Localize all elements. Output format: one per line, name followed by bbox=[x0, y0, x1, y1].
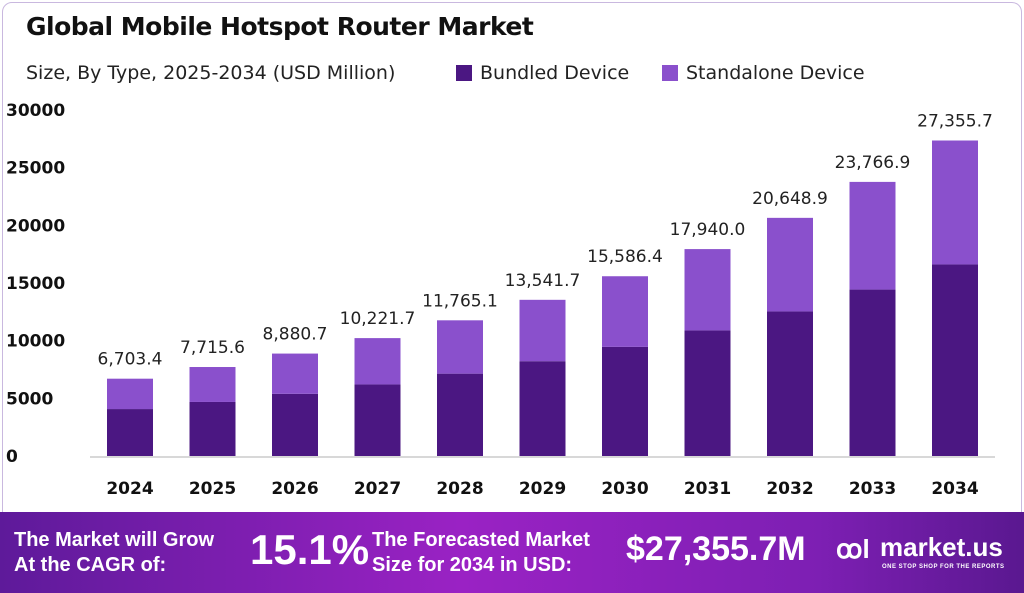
legend-swatch-standalone bbox=[662, 65, 678, 81]
market-us-logo-icon: ꝏl bbox=[836, 534, 870, 564]
forecast-label-line1: The Forecasted Market bbox=[372, 529, 590, 551]
forecast-label: The Forecasted Market Size for 2034 in US… bbox=[372, 528, 590, 578]
bar-bundled bbox=[189, 401, 236, 456]
x-tick-label: 2028 bbox=[436, 479, 483, 499]
bar-bundled bbox=[107, 409, 153, 456]
bar-standalone bbox=[272, 353, 318, 394]
cagr-label-line2: At the CAGR of: bbox=[14, 554, 167, 576]
bar-bundled bbox=[602, 346, 648, 456]
y-tick-label: 20000 bbox=[6, 216, 65, 236]
x-tick-label: 2032 bbox=[766, 479, 813, 499]
y-tick-label: 25000 bbox=[6, 159, 65, 179]
chart-title: Global Mobile Hotspot Router Market bbox=[26, 12, 534, 41]
data-label: 8,880.7 bbox=[263, 325, 328, 345]
bar-standalone bbox=[107, 378, 153, 410]
bar-bundled bbox=[684, 330, 731, 456]
bar-bundled bbox=[932, 264, 978, 456]
x-tick-label: 2025 bbox=[189, 479, 236, 499]
bar-standalone bbox=[932, 140, 978, 265]
brand-name: market.us bbox=[880, 532, 1003, 562]
legend-label-standalone: Standalone Device bbox=[686, 62, 865, 84]
legend-swatch-bundled bbox=[456, 65, 472, 81]
data-label: 10,221.7 bbox=[340, 309, 416, 329]
forecast-label-line2: Size for 2034 in USD: bbox=[372, 554, 573, 576]
brand-tagline: ONE STOP SHOP FOR THE REPORTS bbox=[882, 564, 1005, 570]
data-label: 13,541.7 bbox=[505, 271, 581, 291]
bar-standalone bbox=[354, 338, 401, 385]
bar-standalone bbox=[437, 320, 483, 374]
bar-standalone bbox=[602, 276, 648, 347]
y-tick-label: 10000 bbox=[6, 332, 65, 352]
x-tick-label: 2029 bbox=[519, 479, 566, 499]
data-label: 6,703.4 bbox=[98, 350, 163, 370]
legend-label-bundled: Bundled Device bbox=[480, 62, 630, 84]
data-label: 27,355.7 bbox=[917, 111, 993, 131]
cagr-value: 15.1% bbox=[250, 526, 370, 573]
x-tick-label: 2030 bbox=[601, 479, 648, 499]
y-tick-label: 30000 bbox=[6, 101, 65, 121]
data-label: 23,766.9 bbox=[835, 153, 911, 173]
bar-bundled bbox=[272, 393, 318, 456]
y-tick-label: 0 bbox=[6, 447, 18, 467]
bar-chart: 0 5000 10000 15000 20000 25000 30000 6,703.4 202… bbox=[6, 101, 995, 499]
x-tick-label: 2033 bbox=[849, 479, 896, 499]
x-tick-label: 2024 bbox=[106, 479, 153, 499]
cagr-label-line1: The Market will Grow bbox=[14, 529, 215, 551]
x-tick-label: 2031 bbox=[684, 479, 731, 499]
bar-bundled bbox=[354, 384, 401, 456]
bar-standalone bbox=[849, 181, 896, 290]
data-label: 7,715.6 bbox=[180, 338, 245, 358]
footer-banner: The Market will Grow At the CAGR of: 15.1… bbox=[0, 512, 1024, 593]
bar-bundled bbox=[849, 289, 896, 456]
data-label: 20,648.9 bbox=[752, 189, 828, 209]
bar-standalone bbox=[189, 367, 236, 402]
bar-standalone bbox=[767, 217, 813, 312]
x-tick-label: 2026 bbox=[271, 479, 318, 499]
x-tick-label: 2034 bbox=[931, 479, 978, 499]
y-tick-label: 15000 bbox=[6, 274, 65, 294]
forecast-value: $27,355.7M bbox=[626, 530, 806, 568]
legend-standalone: Standalone Device bbox=[662, 62, 865, 84]
data-label: 11,765.1 bbox=[422, 291, 498, 311]
bar-bundled bbox=[519, 361, 566, 456]
bar-standalone bbox=[519, 299, 566, 362]
y-tick-label: 5000 bbox=[6, 389, 53, 409]
chart-subtitle: Size, By Type, 2025-2034 (USD Million) bbox=[26, 62, 396, 84]
cagr-label: The Market will Grow At the CAGR of: bbox=[14, 528, 214, 578]
data-label: 17,940.0 bbox=[670, 220, 746, 240]
bar-bundled bbox=[767, 311, 813, 456]
bar-bundled bbox=[437, 373, 483, 456]
bar-standalone bbox=[684, 249, 731, 331]
data-label: 15,586.4 bbox=[587, 247, 663, 267]
legend-bundled: Bundled Device bbox=[456, 62, 629, 84]
x-tick-label: 2027 bbox=[354, 479, 401, 499]
